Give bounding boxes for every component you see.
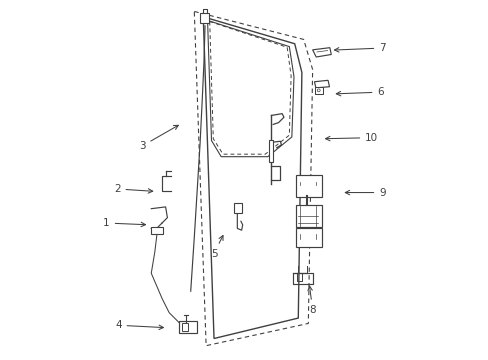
FancyBboxPatch shape: [182, 323, 188, 331]
Text: 4: 4: [115, 320, 163, 330]
FancyBboxPatch shape: [314, 87, 322, 94]
Polygon shape: [312, 48, 330, 57]
Text: 3: 3: [139, 125, 178, 151]
Text: 5: 5: [210, 235, 223, 258]
FancyBboxPatch shape: [200, 13, 208, 23]
FancyBboxPatch shape: [295, 205, 321, 227]
Polygon shape: [314, 80, 329, 88]
FancyBboxPatch shape: [295, 228, 321, 247]
FancyBboxPatch shape: [295, 175, 321, 197]
FancyBboxPatch shape: [234, 203, 242, 213]
Text: 2: 2: [114, 184, 152, 194]
FancyBboxPatch shape: [151, 227, 163, 234]
FancyBboxPatch shape: [178, 321, 197, 333]
Text: 1: 1: [103, 218, 145, 228]
Text: 6: 6: [336, 87, 383, 97]
Text: 7: 7: [334, 43, 385, 53]
Text: 10: 10: [325, 133, 378, 143]
Text: 9: 9: [345, 188, 385, 198]
Text: 8: 8: [307, 286, 315, 315]
FancyBboxPatch shape: [268, 140, 273, 162]
